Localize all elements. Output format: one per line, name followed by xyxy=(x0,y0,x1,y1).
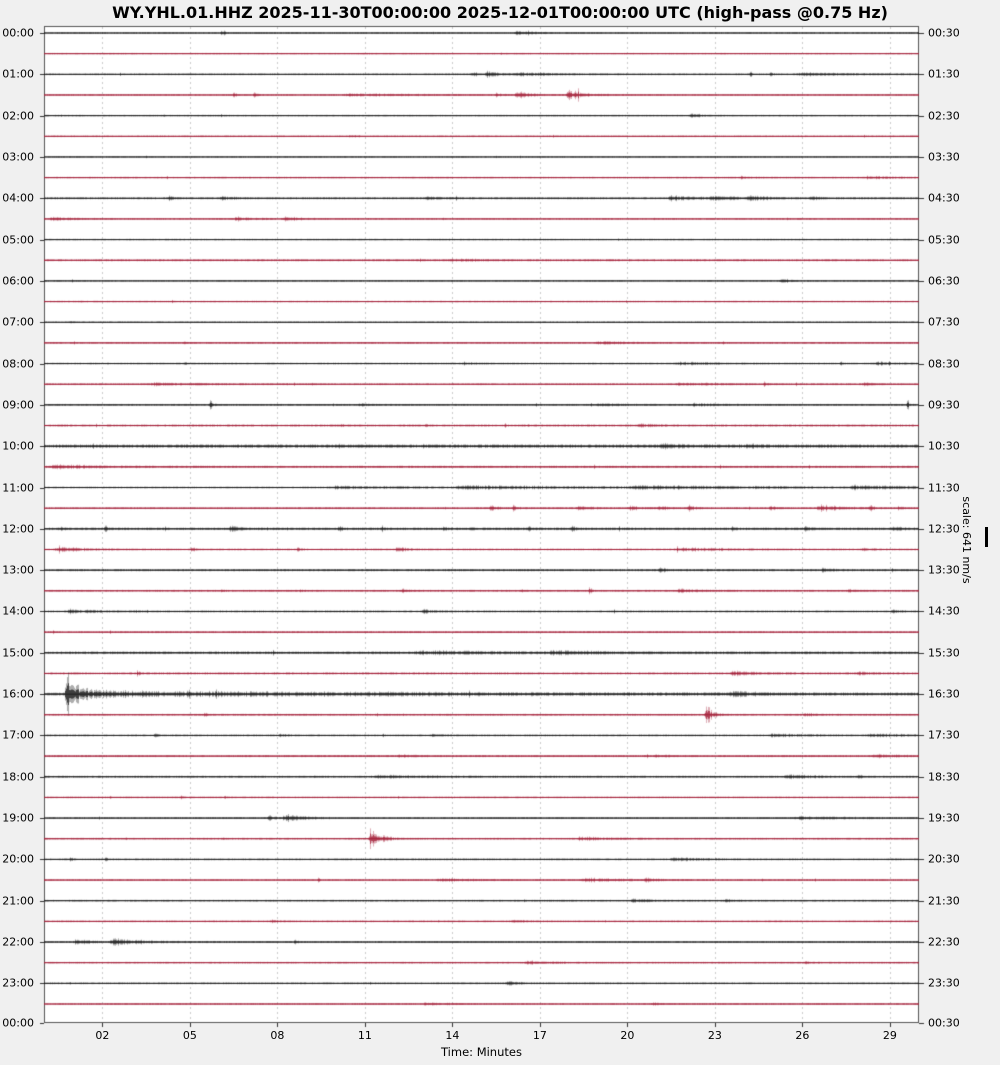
x-tick-label: 20 xyxy=(620,1029,635,1042)
left-time-label: 10:00 xyxy=(2,439,34,453)
right-time-label: 13:30 xyxy=(928,563,960,577)
left-time-label: 05:00 xyxy=(2,233,34,247)
x-tick-label: 11 xyxy=(357,1029,372,1042)
left-time-label: 19:00 xyxy=(2,811,34,825)
right-time-label: 07:30 xyxy=(928,315,960,329)
left-time-label: 00:00 xyxy=(2,1016,34,1030)
left-time-label: 03:00 xyxy=(2,150,34,164)
right-time-label: 02:30 xyxy=(928,109,960,123)
x-tick-label: 05 xyxy=(182,1029,197,1042)
right-time-label: 08:30 xyxy=(928,357,960,371)
left-time-label: 08:00 xyxy=(2,357,34,371)
x-tick-label: 02 xyxy=(95,1029,110,1042)
x-axis-label: Time: Minutes xyxy=(441,1045,522,1059)
x-tick-label: 29 xyxy=(882,1029,897,1042)
right-time-label: 05:30 xyxy=(928,233,960,247)
right-time-label: 09:30 xyxy=(928,398,960,412)
left-time-label: 20:00 xyxy=(2,852,34,866)
left-time-label: 04:00 xyxy=(2,191,34,205)
right-time-label: 01:30 xyxy=(928,67,960,81)
left-time-label: 06:00 xyxy=(2,274,34,288)
x-tick-label: 23 xyxy=(707,1029,722,1042)
right-time-label: 18:30 xyxy=(928,770,960,784)
left-time-label: 23:00 xyxy=(2,976,34,990)
left-time-label: 02:00 xyxy=(2,109,34,123)
left-time-label: 07:00 xyxy=(2,315,34,329)
scale-bar xyxy=(985,527,988,547)
right-time-label: 23:30 xyxy=(928,976,960,990)
right-time-label: 16:30 xyxy=(928,687,960,701)
right-time-label: 10:30 xyxy=(928,439,960,453)
left-time-label: 17:00 xyxy=(2,728,34,742)
left-time-label: 12:00 xyxy=(2,522,34,536)
right-time-label: 00:30 xyxy=(928,26,960,40)
right-time-label: 06:30 xyxy=(928,274,960,288)
right-time-axis: 00:30 01:30 02:30 03:30 04:30 05:30 06:30 07:30… xyxy=(928,0,998,1065)
scale-label: scale: 641 nm/s xyxy=(960,496,973,584)
x-tick-label: 14 xyxy=(445,1029,460,1042)
left-time-label: 22:00 xyxy=(2,935,34,949)
x-tick-label: 17 xyxy=(532,1029,547,1042)
right-time-label: 12:30 xyxy=(928,522,960,536)
left-time-label: 13:00 xyxy=(2,563,34,577)
left-time-label: 11:00 xyxy=(2,481,34,494)
left-time-label: 00:00 xyxy=(2,26,34,40)
left-time-axis: 00:00 01:00 02:00 03:00 04:00 05:00 06:00 07:00… xyxy=(0,0,40,1065)
right-time-label: 22:30 xyxy=(928,935,960,949)
right-time-label: 11:30 xyxy=(928,481,960,494)
left-time-label: 18:00 xyxy=(2,770,34,784)
left-time-label: 14:00 xyxy=(2,604,34,618)
left-time-label: 01:00 xyxy=(2,67,34,81)
right-time-label: 15:30 xyxy=(928,646,960,660)
right-time-label: 04:30 xyxy=(928,191,960,205)
right-time-label: 00:30 xyxy=(928,1016,960,1030)
right-time-label: 14:30 xyxy=(928,604,960,618)
left-time-label: 15:00 xyxy=(2,646,34,660)
left-time-label: 16:00 xyxy=(2,687,34,701)
right-time-label: 17:30 xyxy=(928,728,960,742)
right-time-label: 20:30 xyxy=(928,852,960,866)
right-time-label: 21:30 xyxy=(928,894,960,908)
x-tick-label: 26 xyxy=(795,1029,810,1042)
left-time-label: 21:00 xyxy=(2,894,34,908)
left-time-label: 09:00 xyxy=(2,398,34,412)
x-tick-label: 08 xyxy=(270,1029,285,1042)
right-time-label: 03:30 xyxy=(928,150,960,164)
right-time-label: 19:30 xyxy=(928,811,960,825)
